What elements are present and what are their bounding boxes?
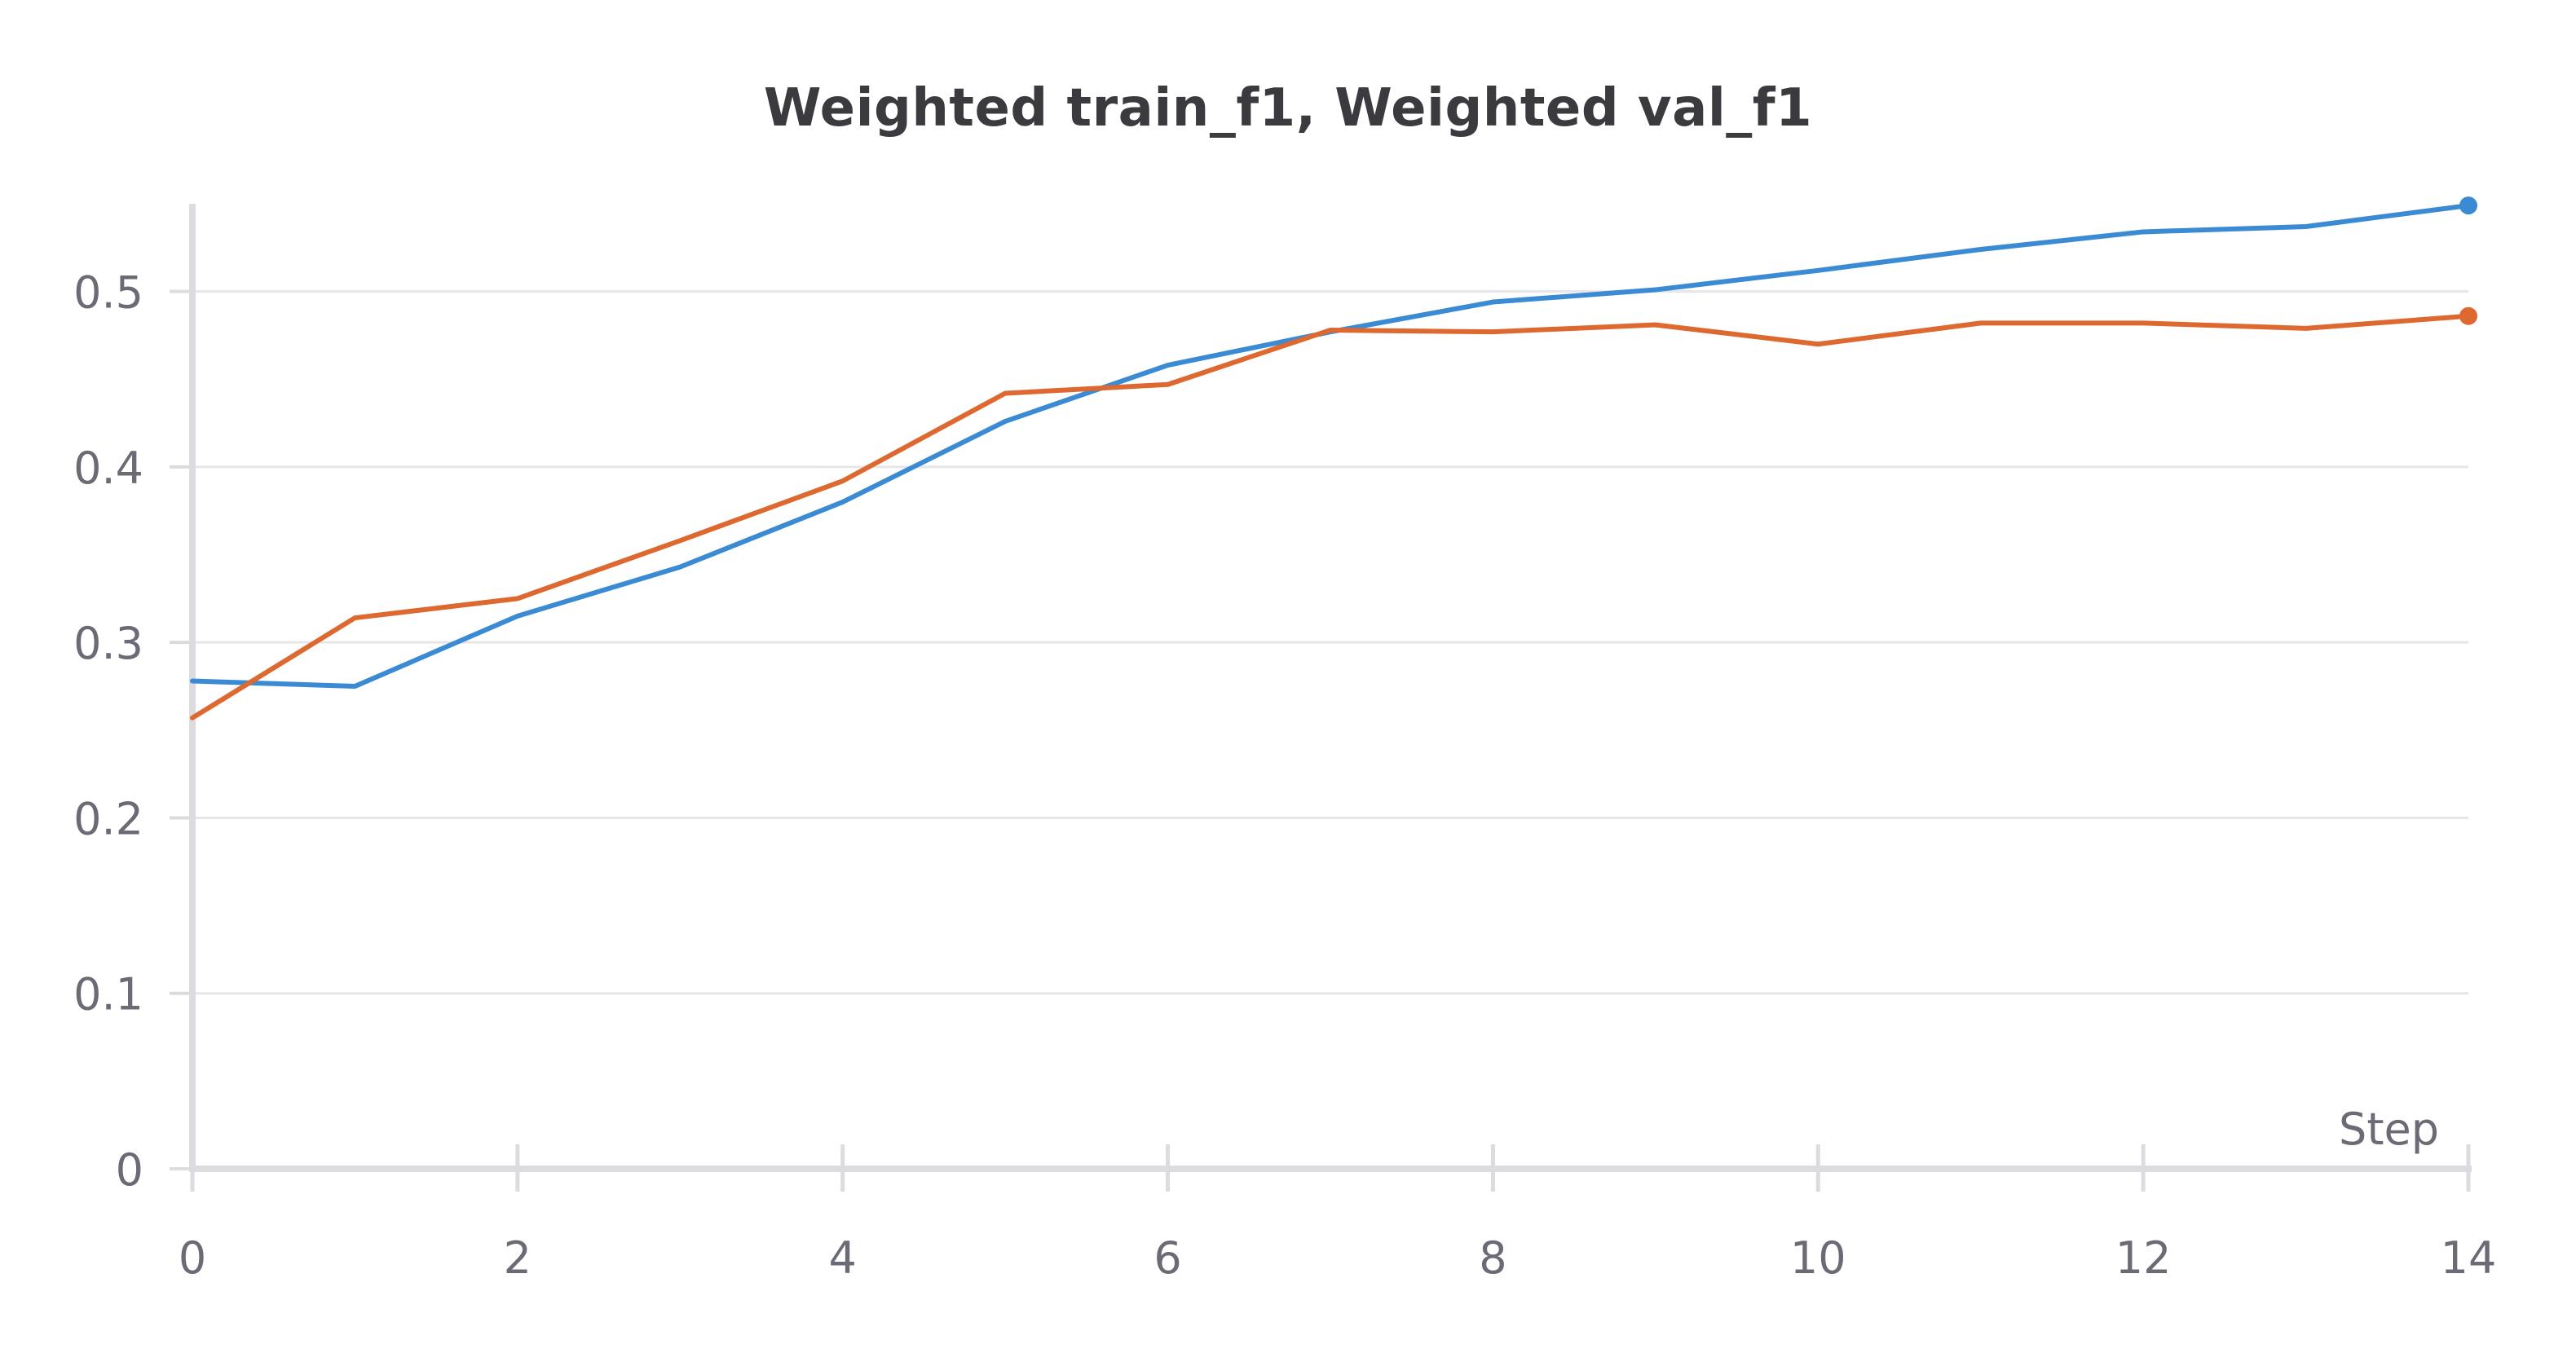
- chart-title: Weighted train_f1, Weighted val_f1: [763, 78, 1813, 139]
- y-tick-label: 0.1: [73, 969, 143, 1020]
- x-tick-label: 12: [2115, 1232, 2172, 1284]
- x-tick-label: 8: [1479, 1232, 1506, 1284]
- x-tick-label: 4: [829, 1232, 857, 1284]
- series-end-point-2: [2459, 306, 2477, 325]
- x-axis-label: Step: [2339, 1104, 2439, 1155]
- axes: [170, 204, 2472, 1192]
- x-tick-label: 10: [1790, 1232, 1846, 1284]
- series-end-point-1: [2459, 196, 2477, 215]
- y-tick-label: 0.4: [73, 443, 143, 494]
- x-tick-label: 6: [1153, 1232, 1181, 1284]
- y-tick-label: 0.5: [73, 267, 143, 319]
- x-tick-label: 14: [2441, 1232, 2497, 1284]
- y-tick-label: 0.2: [73, 793, 143, 844]
- x-tick-label: 2: [504, 1232, 532, 1284]
- series-line-1: [190, 203, 2471, 689]
- x-tick-label: 0: [179, 1232, 206, 1284]
- y-tick-label: 0.3: [73, 618, 143, 669]
- y-tick-label: 0: [116, 1144, 143, 1196]
- tick-labels: 0 0.1 0.2 0.3 0.4 0.5 0 2 4 6 8 10 12 14 Step: [73, 267, 2496, 1284]
- grid-lines: [194, 290, 2468, 995]
- series-line-2: [190, 313, 2471, 721]
- series-lines: [190, 196, 2477, 721]
